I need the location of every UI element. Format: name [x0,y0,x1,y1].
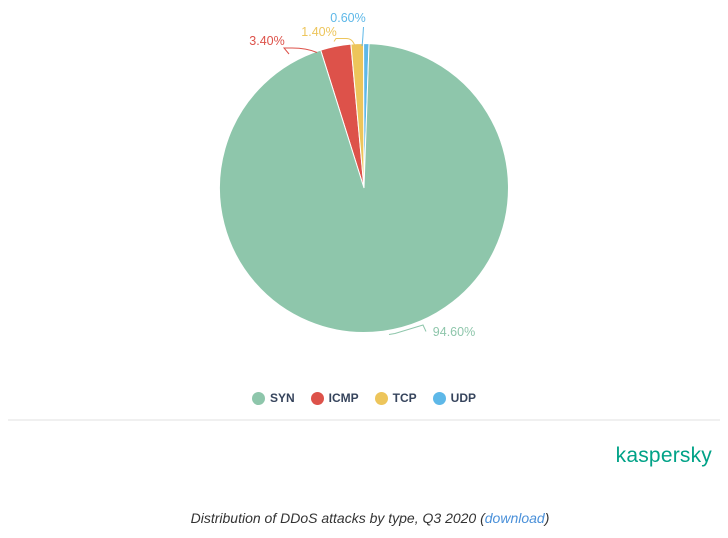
svg-text:3.40%: 3.40% [249,34,284,48]
svg-text:0.60%: 0.60% [330,11,365,25]
svg-text:94.60%: 94.60% [433,325,475,339]
svg-text:1.40%: 1.40% [301,25,336,39]
